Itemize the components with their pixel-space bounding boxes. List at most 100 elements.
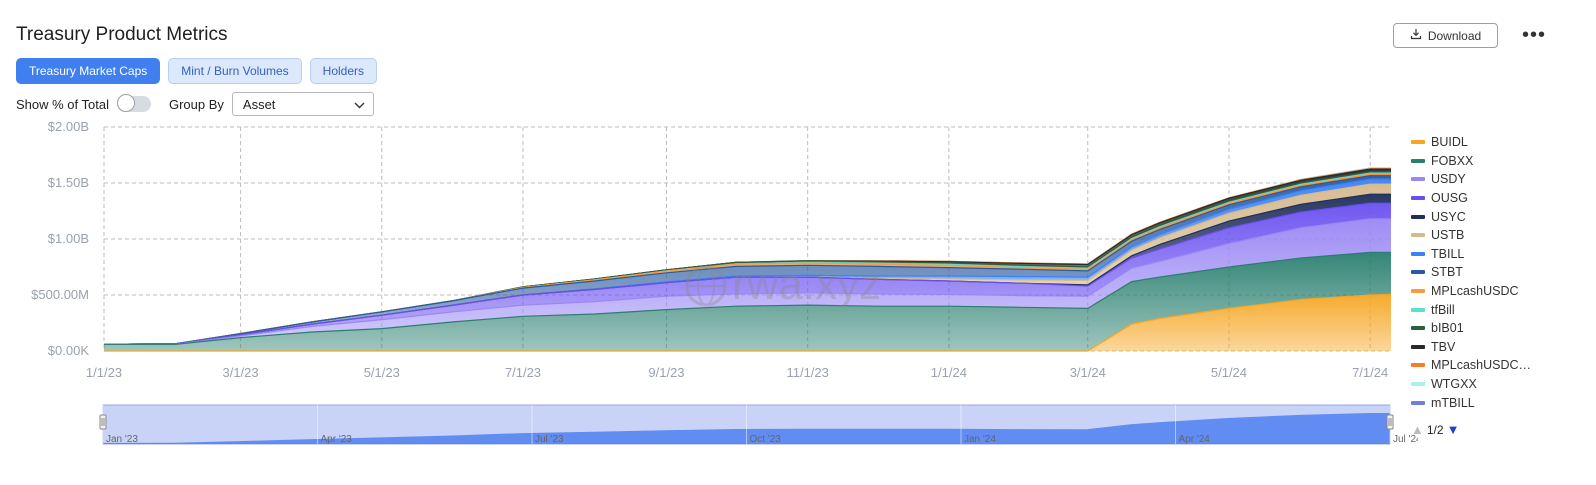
group-by-value: Asset [242, 96, 276, 112]
legend-label: MPLcashUSDC… [1431, 358, 1532, 373]
x-tick-label: 1/1/24 [931, 365, 967, 380]
line-stbt [103, 175, 1391, 345]
y-tick-label: $500.00M [31, 287, 89, 302]
group-by-label: Group By [168, 96, 224, 112]
tab-treasury-market-caps[interactable]: Treasury Market Caps [16, 58, 161, 84]
legend-label: mTBILL [1431, 395, 1475, 410]
legend-item[interactable]: TBILL [1411, 245, 1531, 264]
legend-swatch [1411, 214, 1425, 219]
legend-item[interactable]: USYC [1411, 207, 1531, 226]
area-chart: $0.00K $500.00M $1.00B $1.50B $2.00B 1/1/23 3/… [31, 119, 1392, 380]
legend-label: STBT [1431, 265, 1463, 280]
legend-swatch [1411, 140, 1425, 145]
x-tick-label: 3/1/23 [222, 365, 258, 380]
y-tick-label: $2.00B [48, 119, 89, 134]
range-navigator[interactable]: Jan '23 Apr '23 Jul '23 Oct '23 Jan '24 Apr '… [98, 402, 1418, 450]
handle-grip [99, 414, 107, 430]
chevron-down-icon [354, 97, 365, 112]
more-options-icon[interactable]: ••• [1522, 24, 1547, 46]
navigator-tick-label: Apr '24 [1179, 434, 1211, 445]
legend-swatch [1411, 344, 1425, 349]
legend-item[interactable]: BUIDL [1411, 133, 1531, 152]
legend-item[interactable]: USDY [1411, 170, 1531, 189]
y-tick-label: $1.00B [48, 231, 89, 246]
legend-item[interactable]: OUSG [1411, 189, 1531, 208]
line-fobxx [104, 251, 1391, 345]
navigator-tick-label: Jan '23 [106, 434, 138, 445]
legend-label: bIB01 [1431, 321, 1464, 336]
legend-label: USDY [1431, 172, 1466, 187]
legend-swatch [1411, 400, 1425, 405]
legend-label: MPLcashUSDC [1431, 284, 1519, 299]
legend-swatch [1411, 233, 1425, 238]
toggle-knob [116, 94, 135, 112]
globe-icon [685, 265, 727, 307]
legend-swatch [1411, 289, 1425, 294]
legend-item[interactable]: TBV [1411, 338, 1531, 357]
x-tick-label: 5/1/24 [1211, 365, 1247, 380]
legend-swatch [1411, 251, 1425, 256]
navigator-series [103, 413, 1390, 444]
legend-label: WTGXX [1431, 377, 1477, 392]
legend-item[interactable]: bIB01 [1411, 319, 1531, 338]
line-buidl [104, 293, 1392, 352]
x-tick-label: 1/1/23 [86, 365, 122, 380]
legend-label: OUSG [1431, 191, 1468, 206]
x-tick-label: 5/1/23 [364, 365, 400, 380]
legend-item[interactable]: STBT [1411, 263, 1531, 282]
legend-item[interactable]: MPLcashUSDC [1411, 282, 1531, 301]
legend-swatch [1411, 326, 1425, 331]
navigator-tick-label: Jul '24 [1393, 434, 1418, 445]
y-tick-label: $1.50B [48, 175, 89, 190]
navigator-left-handle[interactable] [99, 414, 107, 430]
legend-swatch [1411, 270, 1425, 275]
legend-label: BUIDL [1431, 135, 1468, 150]
legend-label: USTB [1431, 228, 1465, 243]
legend-page-down-icon[interactable]: ▼ [1446, 422, 1460, 437]
watermark: rwa.xyz [685, 260, 881, 309]
watermark-text: rwa.xyz [732, 260, 881, 309]
handle-grip [1386, 414, 1394, 430]
x-tick-label: 7/1/23 [505, 365, 541, 380]
x-tick-label: 3/1/24 [1070, 365, 1106, 380]
area-fobxx [104, 252, 1391, 351]
legend-item[interactable]: MPLcashUSDC… [1411, 356, 1531, 375]
navigator-tick-label: Apr '23 [321, 434, 353, 445]
page-title: Treasury Product Metrics [16, 24, 228, 45]
tab-mint-burn-volumes[interactable]: Mint / Burn Volumes [168, 58, 302, 84]
legend-page-text: 1/2 [1426, 422, 1444, 437]
legend-item[interactable]: mTBILL [1411, 393, 1531, 412]
chart-legend: BUIDL FOBXX USDY OUSG USYC USTB TBILL STBT MPLca… [1411, 133, 1531, 412]
download-icon [1410, 28, 1422, 43]
legend-item[interactable]: tfBill [1411, 300, 1531, 319]
legend-label: USYC [1431, 209, 1466, 224]
line-usdy [104, 218, 1391, 345]
legend-swatch [1411, 196, 1425, 201]
line-ousg [103, 202, 1391, 345]
navigator-tick-label: Jul '23 [535, 434, 564, 445]
group-by-select[interactable]: Asset [231, 92, 374, 116]
legend-item[interactable]: WTGXX [1411, 375, 1531, 394]
x-tick-label: 11/1/23 [786, 365, 828, 380]
legend-page-up-icon[interactable]: ▲ [1411, 422, 1424, 437]
legend-label: tfBill [1431, 302, 1455, 317]
x-tick-label: 7/1/24 [1352, 365, 1388, 380]
x-tick-label: 9/1/23 [648, 365, 684, 380]
show-percent-toggle[interactable] [116, 94, 151, 112]
navigator-tick-label: Jan '24 [964, 434, 996, 445]
area-buidl [104, 294, 1391, 351]
download-button[interactable]: Download [1393, 23, 1498, 48]
legend-swatch [1411, 307, 1425, 312]
tab-holders[interactable]: Holders [309, 58, 378, 84]
legend-label: FOBXX [1431, 153, 1474, 168]
legend-swatch [1411, 177, 1425, 182]
tab-bar: Treasury Market Caps Mint / Burn Volumes… [16, 58, 378, 84]
chart-controls: Show % of Total Group By Asset [16, 92, 374, 116]
legend-swatch [1411, 363, 1425, 368]
legend-item[interactable]: FOBXX [1411, 152, 1531, 171]
navigator-tick-label: Oct '23 [750, 434, 782, 445]
navigator-right-handle[interactable] [1386, 414, 1394, 430]
legend-label: TBV [1431, 339, 1456, 354]
legend-item[interactable]: USTB [1411, 226, 1531, 245]
download-label: Download [1427, 28, 1482, 43]
